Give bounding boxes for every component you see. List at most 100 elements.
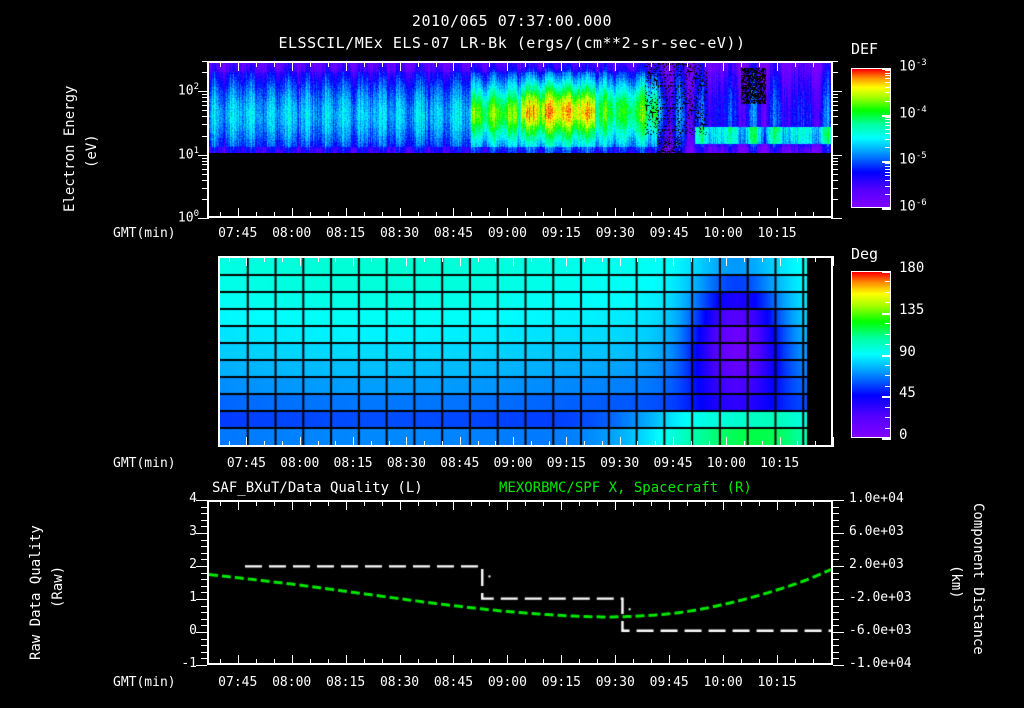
panel1-ytick[interactable]	[202, 187, 209, 189]
panel1-ytick[interactable]	[202, 116, 209, 118]
panel3-xtick-top[interactable]	[507, 500, 509, 510]
def-cb-minor-tick[interactable]	[885, 78, 891, 80]
panel3-xtick-top[interactable]	[327, 500, 329, 506]
deg-cb-label[interactable]: 45	[899, 385, 916, 402]
panel1-ytick-right[interactable]	[831, 105, 838, 107]
panel1-ytick-right[interactable]	[831, 116, 838, 118]
xtick-bottom[interactable]	[273, 212, 275, 218]
panel1-ytick[interactable]	[202, 173, 209, 175]
panel2-xtick[interactable]	[548, 441, 550, 447]
xtick-bottom[interactable]	[741, 212, 743, 218]
xtick-top[interactable]	[813, 61, 815, 67]
panel3-xtick[interactable]	[399, 655, 401, 665]
def-cb-minor-tick[interactable]	[885, 86, 891, 88]
panel1-time-label[interactable]: 08:45	[433, 226, 474, 241]
def-cb-minor-tick[interactable]	[885, 119, 891, 121]
deg-cb-minor-tick[interactable]	[885, 291, 891, 293]
def-cb-tick[interactable]	[882, 114, 891, 117]
xtick-bottom[interactable]	[831, 208, 832, 218]
panel3-time-label[interactable]: 09:45	[649, 675, 689, 690]
panel1-ytick[interactable]	[202, 97, 209, 99]
panel2-xtick[interactable]	[335, 441, 337, 447]
panel3-left-tick[interactable]	[201, 651, 207, 653]
panel3-xtick-top[interactable]	[615, 500, 617, 510]
panel3-xtick[interactable]	[813, 659, 815, 665]
panel1-ytick-right[interactable]	[831, 61, 838, 62]
panel3-time-label[interactable]: 08:45	[433, 675, 474, 690]
panel2-xtick[interactable]	[530, 441, 532, 447]
panel2-xtick[interactable]	[370, 441, 372, 447]
panel1-ytick-right[interactable]	[831, 97, 838, 99]
panel3-right-tick[interactable]	[833, 632, 844, 633]
panel1-ytick-right[interactable]	[831, 173, 838, 175]
panel3-xtick-top[interactable]	[795, 500, 797, 506]
panel2-xtick[interactable]	[673, 437, 675, 447]
panel1-ytick-right[interactable]	[831, 94, 838, 96]
panel3-left-tick[interactable]	[201, 572, 207, 574]
panel2-xtick[interactable]	[815, 441, 817, 447]
panel1-ytick-right[interactable]	[831, 154, 842, 156]
panel3-xtick[interactable]	[453, 655, 455, 665]
panel2-xtick[interactable]	[833, 437, 834, 447]
def-cb-minor-tick[interactable]	[885, 72, 891, 74]
xtick-bottom[interactable]	[543, 212, 545, 218]
panel1-ytick-right[interactable]	[831, 168, 838, 170]
deg-cb-minor-tick[interactable]	[885, 438, 891, 439]
panel2-xtick[interactable]	[299, 437, 301, 447]
xtick-bottom[interactable]	[705, 212, 707, 218]
panel3-left-tick[interactable]	[196, 500, 207, 501]
panel3-xtick[interactable]	[777, 655, 779, 665]
panel2-xtick-top[interactable]	[584, 256, 586, 262]
xtick-top[interactable]	[723, 61, 725, 71]
xtick-top[interactable]	[669, 61, 671, 71]
panel2-time-label[interactable]: 09:30	[600, 456, 640, 471]
panel3-xtick-top[interactable]	[669, 500, 671, 510]
xtick-bottom[interactable]	[579, 212, 581, 218]
panel3-xtick-top[interactable]	[813, 500, 815, 506]
panel1-ytick[interactable]	[202, 105, 209, 107]
panel2-xtick-top[interactable]	[566, 256, 568, 266]
panel3-right-tick[interactable]	[833, 645, 839, 647]
panel2-xtick-top[interactable]	[708, 256, 710, 262]
panel3-left-tick-label[interactable]: 2	[189, 557, 197, 572]
xtick-bottom[interactable]	[687, 212, 689, 218]
panel3-right-tick[interactable]	[833, 605, 839, 607]
panel3-xtick-top[interactable]	[399, 500, 401, 510]
panel1-time-label[interactable]: 08:00	[272, 226, 312, 241]
xtick-top[interactable]	[615, 61, 617, 71]
xtick-bottom[interactable]	[795, 212, 797, 218]
xtick-bottom[interactable]	[237, 208, 239, 218]
panel3-right-tick[interactable]	[833, 585, 839, 587]
panel2-xtick-top[interactable]	[495, 256, 497, 262]
panel2-xtick-top[interactable]	[761, 256, 763, 262]
deg-cb-minor-tick[interactable]	[885, 333, 891, 335]
panel3-xtick-top[interactable]	[237, 500, 239, 510]
panel2-xtick[interactable]	[566, 437, 568, 447]
panel3-time-label[interactable]: 10:00	[703, 675, 743, 690]
panel3-xtick[interactable]	[345, 655, 347, 665]
xtick-top[interactable]	[291, 61, 293, 71]
panel2-xtick[interactable]	[353, 437, 355, 447]
xtick-top[interactable]	[831, 61, 832, 71]
panel1-ytick[interactable]	[202, 198, 209, 200]
panel2-xtick[interactable]	[690, 441, 692, 447]
panel1-ytick-label[interactable]: 101	[177, 145, 199, 162]
panel3-right-tick[interactable]	[833, 519, 839, 521]
panel3-right-tick[interactable]	[833, 658, 839, 660]
def-cb-minor-tick[interactable]	[885, 185, 891, 187]
panel2-xtick-top[interactable]	[513, 256, 515, 266]
panel2-xtick-top[interactable]	[388, 256, 390, 262]
panel3-time-label[interactable]: 08:30	[379, 675, 420, 690]
panel1-time-label[interactable]: 10:00	[703, 226, 743, 241]
panel2-xtick[interactable]	[246, 437, 248, 447]
panel2-time-label[interactable]: 09:00	[493, 456, 533, 471]
panel3-xtick-top[interactable]	[741, 500, 743, 506]
panel3-xtick-top[interactable]	[219, 500, 221, 506]
panel3-left-tick-label[interactable]: 3	[189, 524, 197, 539]
xtick-top[interactable]	[795, 61, 797, 67]
panel3-time-label[interactable]: 08:15	[326, 675, 366, 690]
panel2-xtick[interactable]	[761, 441, 763, 447]
panel3-xtick[interactable]	[687, 659, 689, 665]
panel3-left-tick[interactable]	[196, 533, 207, 534]
panel3-xtick-top[interactable]	[687, 500, 689, 506]
